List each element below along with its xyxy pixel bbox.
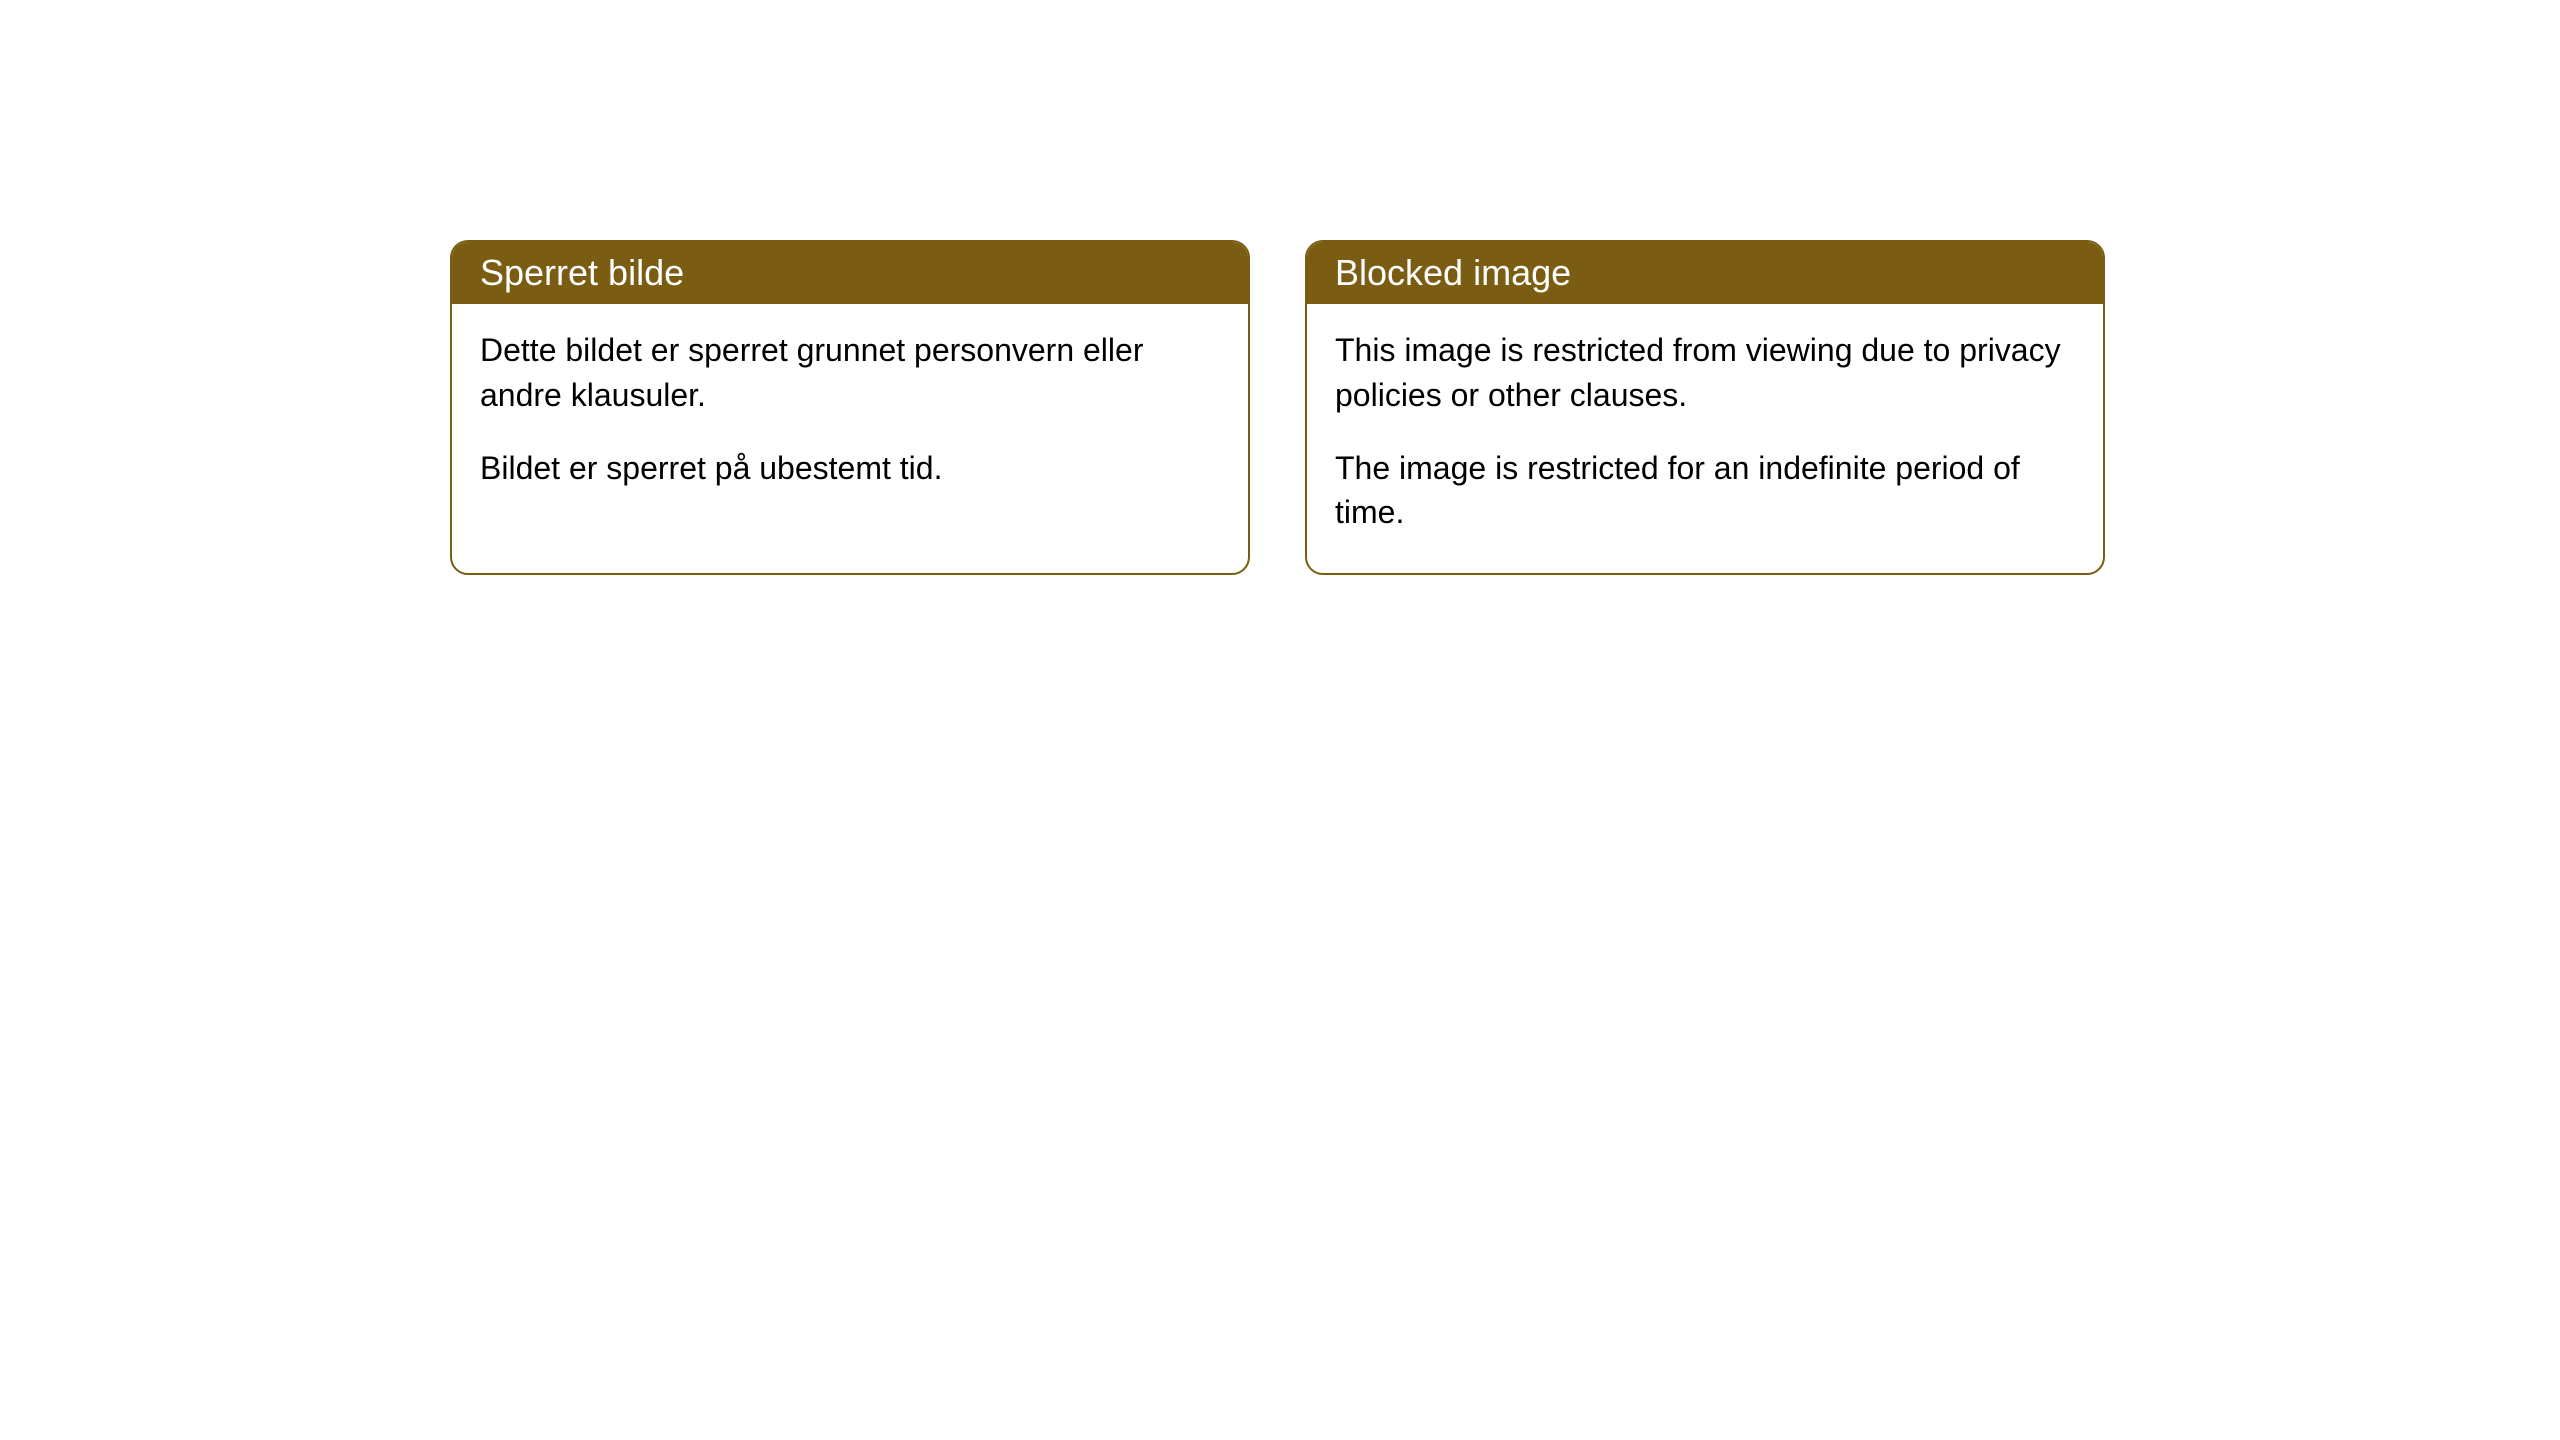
card-title: Blocked image — [1307, 242, 2103, 304]
notice-card-english: Blocked image This image is restricted f… — [1305, 240, 2105, 575]
card-title: Sperret bilde — [452, 242, 1248, 304]
card-body: This image is restricted from viewing du… — [1307, 304, 2103, 573]
notice-card-norwegian: Sperret bilde Dette bildet er sperret gr… — [450, 240, 1250, 575]
card-body: Dette bildet er sperret grunnet personve… — [452, 304, 1248, 528]
notice-cards-container: Sperret bilde Dette bildet er sperret gr… — [450, 240, 2560, 575]
card-paragraph: Bildet er sperret på ubestemt tid. — [480, 446, 1220, 491]
card-paragraph: Dette bildet er sperret grunnet personve… — [480, 328, 1220, 418]
card-paragraph: The image is restricted for an indefinit… — [1335, 446, 2075, 536]
card-paragraph: This image is restricted from viewing du… — [1335, 328, 2075, 418]
